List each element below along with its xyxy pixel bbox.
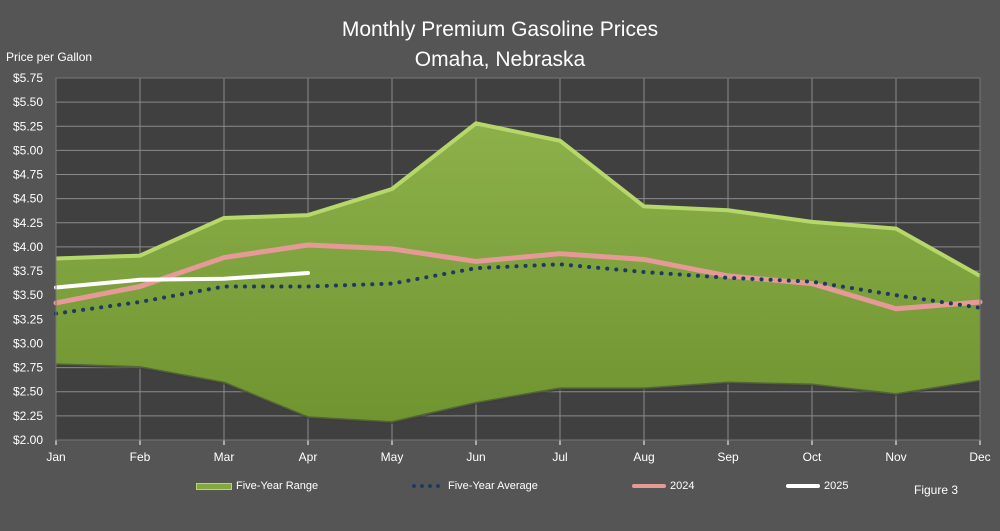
legend-item-2025: 2025: [786, 478, 848, 494]
series-2024-line: [53, 242, 983, 312]
x-tick-label: Nov: [885, 450, 906, 464]
x-tick-label: Mar: [214, 450, 235, 464]
y-tick-label: $5.00: [13, 143, 43, 157]
legend-item-2024: 2024: [632, 478, 694, 494]
y-tick-label: $5.75: [13, 71, 43, 85]
figure-label: Figure 3: [914, 483, 959, 497]
x-tick-label: Jan: [46, 450, 65, 464]
y-axis-label: Price per Gallon: [6, 50, 93, 64]
legend-label-range: Five-Year Range: [236, 480, 319, 492]
legend-swatch-range: [196, 482, 232, 490]
x-tick-label: May: [381, 450, 404, 464]
y-tick-label: $3.25: [13, 312, 43, 326]
legend-swatch-average: [410, 484, 444, 488]
range-area: [56, 123, 980, 423]
x-tick-label: Sep: [717, 450, 739, 464]
y-tick-label: $3.50: [13, 288, 43, 302]
y-tick-label: $2.50: [13, 385, 43, 399]
chart-title: Monthly Premium Gasoline Prices: [341, 18, 659, 41]
x-tick-label: Apr: [299, 450, 318, 464]
y-tick-label: $4.75: [13, 168, 43, 182]
legend-label-average: Five-Year Average: [448, 480, 538, 492]
x-tick-label: Jun: [466, 450, 485, 464]
x-tick-label: Feb: [130, 450, 151, 464]
y-tick-label: $2.75: [13, 361, 43, 375]
series-2025-line: [54, 270, 310, 290]
y-tick-label: $3.75: [13, 264, 43, 278]
chart-subtitle: Omaha, Nebraska: [414, 48, 586, 71]
range-low-edge: [55, 363, 981, 425]
x-tick-label: Jul: [552, 450, 567, 464]
range-high-edge: [55, 121, 981, 278]
legend-item-average: Five-Year Average: [410, 478, 538, 494]
y-tick-label: $5.50: [13, 95, 43, 109]
y-tick-label: $3.00: [13, 336, 43, 350]
legend-label-2025: 2025: [824, 480, 849, 492]
y-tick-label: $4.50: [13, 192, 43, 206]
series-average-line: [54, 262, 982, 316]
plot-border: [55, 77, 981, 441]
legend-swatch-2025: [786, 484, 820, 488]
y-tick-label: $4.25: [13, 216, 43, 230]
legend-swatch-2024: [632, 484, 666, 488]
x-tick-label: Oct: [803, 450, 822, 464]
legend-item-range: Five-Year Range: [196, 478, 318, 494]
y-tick-label: $4.00: [13, 240, 43, 254]
x-tick-label: Aug: [633, 450, 654, 464]
y-tick-label: $2.25: [13, 409, 43, 423]
y-tick-label: $2.00: [13, 433, 43, 447]
y-tick-label: $5.25: [13, 119, 43, 133]
x-tick-label: Dec: [969, 450, 990, 464]
legend-label-2024: 2024: [670, 480, 695, 492]
